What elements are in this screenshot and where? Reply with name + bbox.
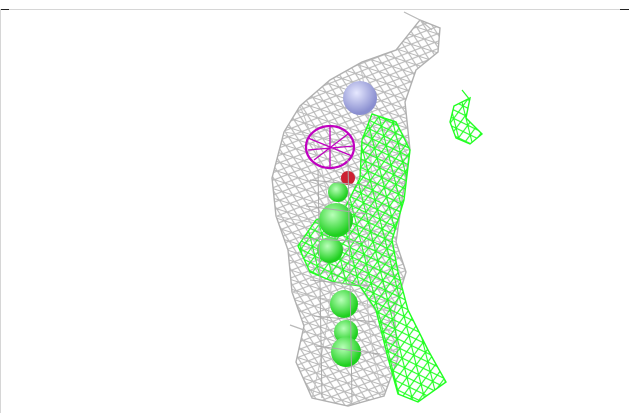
left-border xyxy=(0,9,1,413)
ring-mesh xyxy=(304,124,356,170)
molecule-atoms xyxy=(317,81,377,367)
left-corner-tick xyxy=(0,9,9,10)
carbon-atom xyxy=(328,182,348,202)
carbon-atom xyxy=(334,320,358,344)
carbon-atom xyxy=(330,290,358,318)
3d-viewport[interactable] xyxy=(0,10,629,413)
nitrogen-atom xyxy=(343,81,377,115)
carbon-atom xyxy=(331,337,361,367)
carbon-atom xyxy=(317,237,343,263)
molecule-viewport-icon[interactable] xyxy=(0,10,629,413)
top-divider xyxy=(0,9,629,10)
front-mesh-lines xyxy=(299,159,381,403)
carbon-atom xyxy=(319,203,353,237)
right-corner-tick xyxy=(620,9,629,10)
